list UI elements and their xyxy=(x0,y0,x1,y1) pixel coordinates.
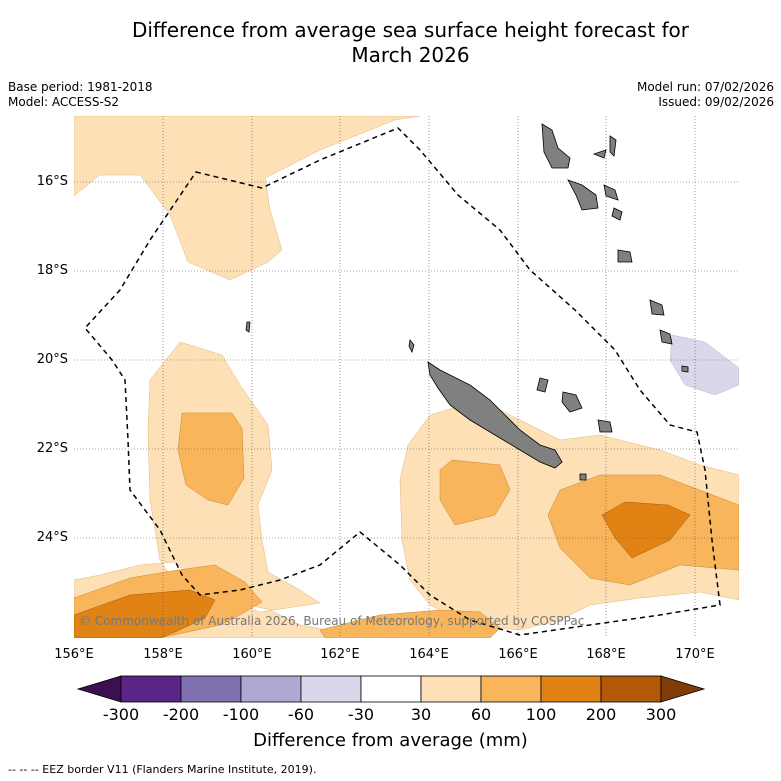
title-line-2: March 2026 xyxy=(351,43,470,67)
land-vanuatu-7 xyxy=(617,249,633,263)
land-isle-1 xyxy=(408,339,415,354)
lat-label-24s: 24°S xyxy=(36,530,68,545)
lon-label-156e: 156°E xyxy=(54,647,94,662)
colorbar-tick-label: 30 xyxy=(410,705,432,724)
anomaly-region-bottom-left-dark xyxy=(74,589,216,638)
land-vanuatu-4 xyxy=(609,135,617,157)
colorbar-tick-label: 100 xyxy=(525,705,557,724)
anomaly-region-negative xyxy=(669,334,739,396)
lat-label-22s: 22°S xyxy=(36,441,68,456)
colorbar-bin-6 xyxy=(420,675,482,703)
colorbar-bin-3 xyxy=(240,675,302,703)
copyright-notice: © Commonwealth of Australia 2026, Bureau… xyxy=(79,614,585,628)
meta-left: Base period: 1981-2018 Model: ACCESS-S2 xyxy=(8,80,153,110)
land-new-caledonia xyxy=(427,361,563,469)
colorbar-tick-label: -200 xyxy=(162,705,200,724)
land-vanuatu-8 xyxy=(649,299,665,316)
colorbar-bin-2 xyxy=(180,675,242,703)
colorbar-extend-low xyxy=(76,675,122,703)
chart-title: Difference from average sea surface heig… xyxy=(0,18,781,68)
footer-note: -- -- -- EEZ border V11 (Flanders Marine… xyxy=(8,763,317,776)
land-isle-2 xyxy=(245,321,251,333)
land-vanuatu-2 xyxy=(567,179,599,211)
land-loyalty-1 xyxy=(536,377,549,393)
model-run: Model run: 07/02/2026 xyxy=(636,80,774,94)
lon-label-160e: 160°E xyxy=(232,647,272,662)
land-loyalty-2 xyxy=(561,391,583,413)
colorbar xyxy=(76,675,706,703)
anomaly-region-right-dark xyxy=(601,501,691,559)
model-name: Model: ACCESS-S2 xyxy=(8,95,120,109)
colorbar-tick-label: 200 xyxy=(585,705,617,724)
land-vanuatu-6 xyxy=(611,207,623,221)
base-period: Base period: 1981-2018 xyxy=(8,80,153,94)
colorbar-tick-label: 60 xyxy=(470,705,492,724)
anomaly-region-top-left xyxy=(74,116,421,281)
lon-label-170e: 170°E xyxy=(675,647,715,662)
lon-label-158e: 158°E xyxy=(143,647,183,662)
colorbar-tick-label: 300 xyxy=(645,705,677,724)
land-vanuatu-1 xyxy=(541,123,571,169)
lat-label-20s: 20°S xyxy=(36,352,68,367)
meta-right: Model run: 07/02/2026 Issued: 09/02/2026 xyxy=(637,80,774,110)
lon-label-168e: 168°E xyxy=(586,647,626,662)
colorbar-bin-5 xyxy=(360,675,422,703)
lon-label-164e: 164°E xyxy=(409,647,449,662)
colorbar-tick-label: -100 xyxy=(222,705,260,724)
land-vanuatu-3 xyxy=(592,149,607,159)
lat-label-16s: 16°S xyxy=(36,174,68,189)
land-small-island xyxy=(579,473,587,481)
issued-date: Issued: 09/02/2026 xyxy=(658,95,774,109)
anomaly-region-right-orange-1 xyxy=(439,459,511,526)
colorbar-extend-high xyxy=(660,675,706,703)
colorbar-tick-label: -30 xyxy=(347,705,375,724)
land-vanuatu-5 xyxy=(603,184,619,201)
title-line-1: Difference from average sea surface heig… xyxy=(131,18,690,42)
anomaly-region-center-left-orange xyxy=(177,412,245,506)
colorbar-tick-label: -60 xyxy=(287,705,315,724)
land-vanuatu-9 xyxy=(659,329,673,345)
colorbar-title: Difference from average (mm) xyxy=(253,730,528,751)
map-area xyxy=(74,116,739,638)
colorbar-bin-4 xyxy=(300,675,362,703)
land-vanuatu-10 xyxy=(681,365,689,373)
lat-label-18s: 18°S xyxy=(36,263,68,278)
colorbar-bin-7 xyxy=(480,675,542,703)
colorbar-bin-8 xyxy=(540,675,602,703)
lon-label-162e: 162°E xyxy=(320,647,360,662)
gridlines xyxy=(74,116,739,638)
land-loyalty-3 xyxy=(597,419,613,433)
lon-label-166e: 166°E xyxy=(498,647,538,662)
colorbar-tick-label: -300 xyxy=(102,705,140,724)
anomaly-region-bottom-center xyxy=(319,609,501,638)
colorbar-bin-9 xyxy=(600,675,662,703)
colorbar-bin-1 xyxy=(120,675,182,703)
eez-border xyxy=(84,127,721,636)
